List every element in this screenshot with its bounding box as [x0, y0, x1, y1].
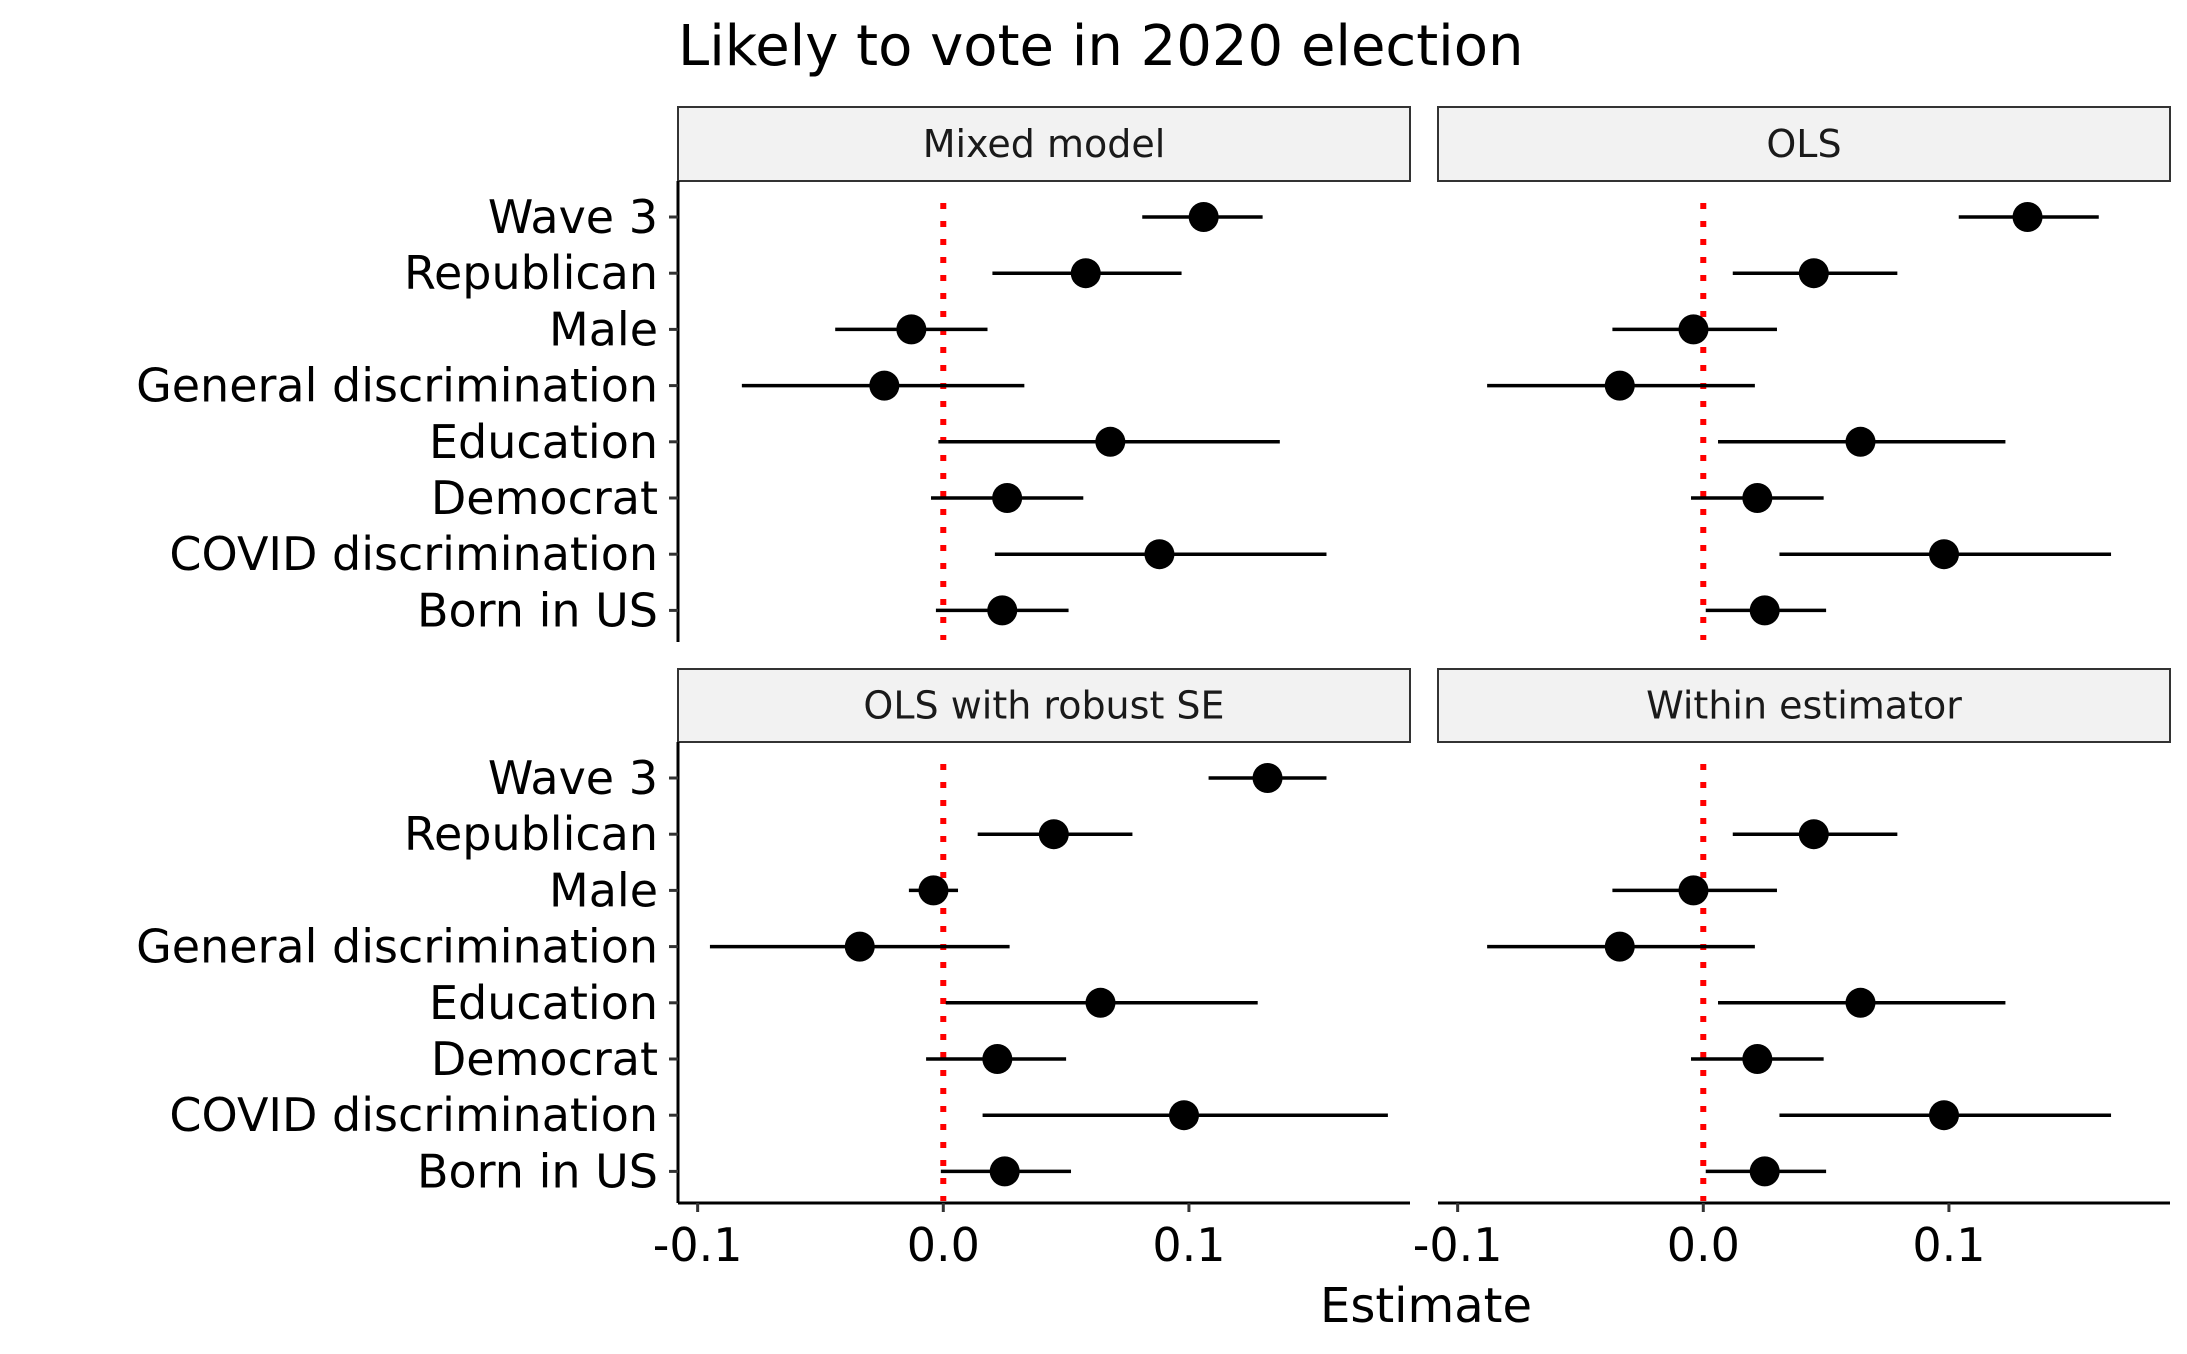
estimate-point	[1038, 819, 1069, 850]
estimate-point	[1144, 539, 1175, 570]
y-tick-label: Born in US	[417, 1144, 658, 1198]
estimate-point	[1678, 875, 1709, 906]
x-tick-label: 0.1	[1152, 1218, 1225, 1272]
y-tick-label: Republican	[404, 246, 658, 300]
y-tick-label: COVID discrimination	[169, 1088, 658, 1142]
y-tick-label: Wave 3	[488, 751, 658, 805]
x-tick-label: -0.1	[653, 1218, 743, 1272]
estimate-point	[1085, 987, 1116, 1018]
y-tick-label: Education	[429, 976, 658, 1030]
estimate-point	[1929, 1100, 1960, 1131]
y-tick-label: Democrat	[431, 471, 658, 525]
estimate-point	[1798, 819, 1829, 850]
facet-strip-label: Mixed model	[923, 122, 1166, 166]
estimate-point	[1798, 258, 1829, 289]
estimate-point	[1169, 1100, 1200, 1131]
x-tick-label: 0.1	[1912, 1218, 1985, 1272]
y-tick-label: Male	[549, 302, 658, 356]
estimate-point	[992, 483, 1023, 513]
estimate-point	[2012, 202, 2043, 232]
facet-strip-label: Within estimator	[1646, 684, 1962, 728]
facet-strip-label: OLS	[1766, 122, 1841, 166]
panel-3: Within estimator -0.1 0.0 0.1	[1413, 668, 2171, 1272]
y-tick-label: Education	[429, 415, 658, 469]
x-axis-label: Estimate	[1320, 1278, 1532, 1334]
estimate-point	[1252, 763, 1283, 793]
estimate-point	[1678, 314, 1709, 345]
y-tick-label: COVID discrimination	[169, 527, 658, 581]
estimate-point	[844, 931, 875, 962]
estimate-point	[987, 595, 1018, 626]
y-tick-label: General discrimination	[136, 359, 658, 413]
panel-2: OLS with robust SE Wave 3RepublicanMaleGe…	[136, 668, 1411, 1272]
estimate-point	[1742, 1044, 1773, 1074]
estimate-point	[982, 1044, 1013, 1074]
chart-title: Likely to vote in 2020 election	[678, 14, 1523, 79]
estimate-point	[1604, 931, 1635, 962]
estimate-point	[1929, 539, 1960, 570]
y-tick-label: Born in US	[417, 583, 658, 637]
estimate-point	[1749, 595, 1780, 626]
facet-strip	[677, 668, 1411, 743]
estimate-point	[1749, 1156, 1780, 1187]
x-tick-label: -0.1	[1413, 1218, 1503, 1272]
estimate-point	[896, 314, 927, 345]
facet-strip	[677, 106, 1411, 182]
y-tick-label: Wave 3	[488, 190, 658, 244]
panel-1: OLS	[1437, 106, 2171, 640]
estimate-point	[1188, 202, 1219, 232]
facet-strip-label: OLS with robust SE	[863, 684, 1224, 728]
estimate-point	[1095, 426, 1126, 457]
estimate-point	[1070, 258, 1101, 289]
x-tick-label: 0.0	[1667, 1218, 1740, 1272]
y-tick-label: General discrimination	[136, 920, 658, 974]
estimate-point	[1845, 987, 1876, 1018]
estimate-point	[1604, 370, 1635, 401]
estimate-point	[918, 875, 949, 906]
estimate-point	[989, 1156, 1020, 1187]
y-tick-label: Male	[549, 863, 658, 917]
y-tick-label: Republican	[404, 807, 658, 861]
estimate-point	[869, 370, 900, 401]
estimate-point	[1845, 426, 1876, 457]
facet-strip	[1437, 106, 2171, 182]
x-tick-label: 0.0	[907, 1218, 980, 1272]
estimate-point	[1742, 483, 1773, 513]
y-tick-label: Democrat	[431, 1032, 658, 1086]
facet-strip	[1437, 668, 2171, 743]
